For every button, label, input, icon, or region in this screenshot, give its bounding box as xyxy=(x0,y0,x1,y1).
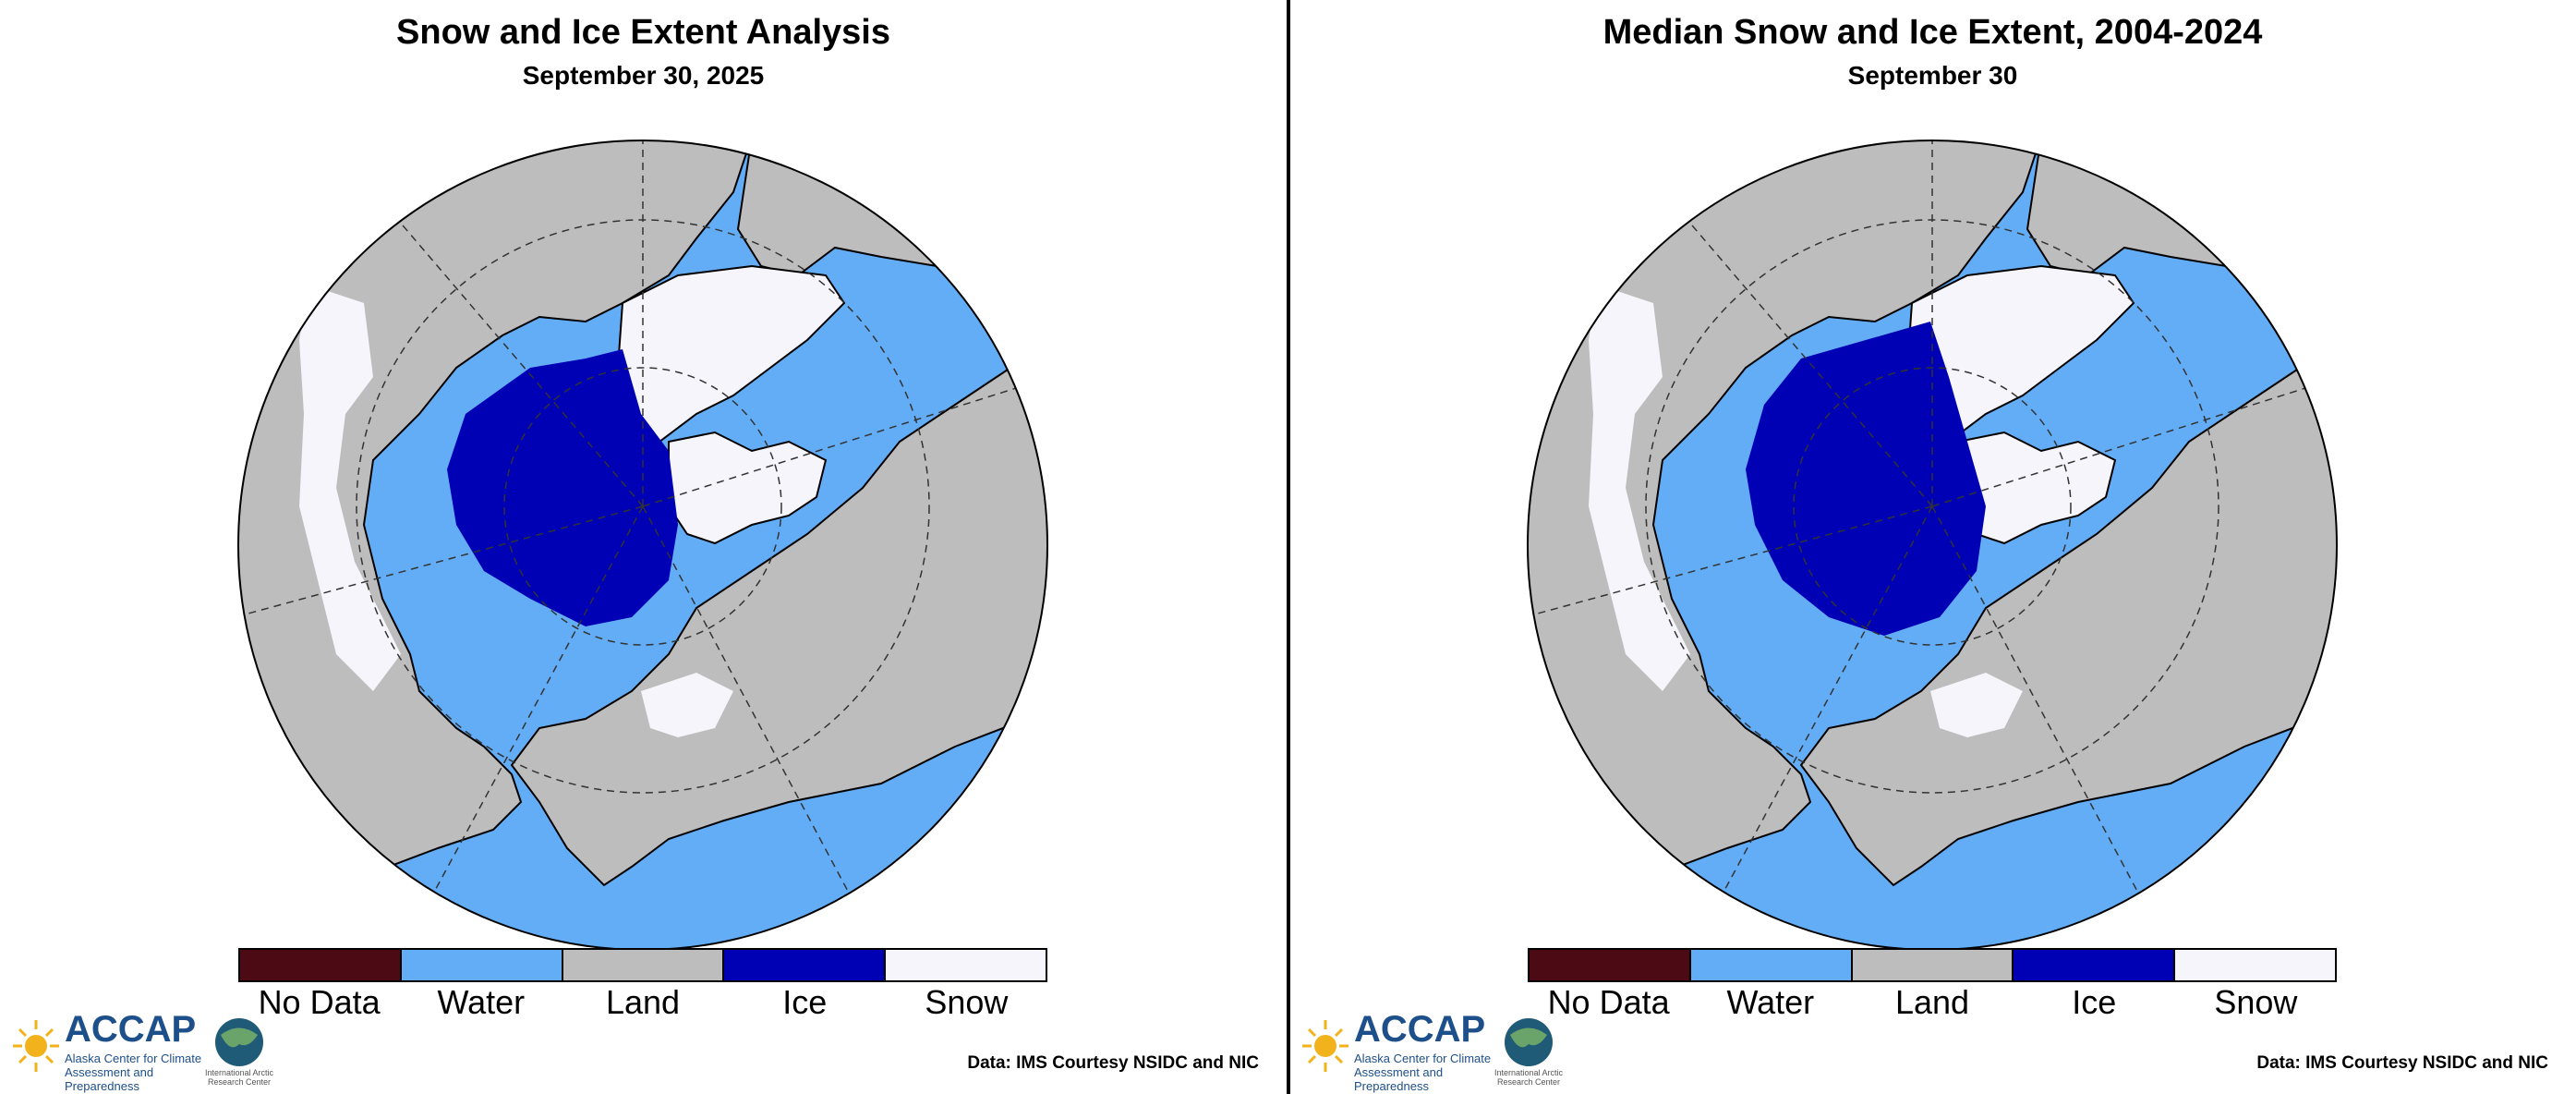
logo-subtitle: Alaska Center for Climate Assessment and… xyxy=(1354,1051,1492,1093)
legend-label-snow: Snow xyxy=(925,983,1009,1021)
legend-label-no-data: No Data xyxy=(258,983,381,1021)
legend-label-ice: Ice xyxy=(2072,983,2117,1021)
snow-alaska xyxy=(641,673,733,737)
snow-siberia xyxy=(299,285,401,691)
legend-swatch-ice xyxy=(724,950,887,980)
legend-swatch-snow xyxy=(2175,950,2335,980)
map-title: Median Snow and Ice Extent, 2004-2024 xyxy=(1602,13,2263,52)
legend-label-ice: Ice xyxy=(782,983,828,1021)
snow-alaska xyxy=(1930,673,2023,737)
data-credit: Data: IMS Courtesy NSIDC and NIC xyxy=(2256,1053,2548,1073)
legend-label-no-data: No Data xyxy=(1547,983,1670,1021)
legend-swatch-ice xyxy=(2014,950,2176,980)
legend-label-water: Water xyxy=(437,983,526,1021)
legend-labels: No Data Water Land Ice Snow xyxy=(238,983,1047,1022)
land-north-america xyxy=(1799,347,2337,887)
accap-logo: ACCAP Alaska Center for Climate Assessme… xyxy=(1302,1009,1561,1093)
logo-name: ACCAP xyxy=(65,1009,197,1050)
legend-label-land: Land xyxy=(1894,983,1970,1021)
legend-swatch-water xyxy=(401,950,563,980)
land-arctic-islands xyxy=(668,431,828,545)
sea-ice xyxy=(1746,322,1986,636)
map-subtitle: September 30, 2025 xyxy=(522,61,765,90)
globe-icon xyxy=(1505,1018,1553,1066)
polar-map xyxy=(237,140,1048,951)
sun-icon xyxy=(13,1020,59,1072)
legend-label-water: Water xyxy=(1726,983,1815,1021)
iarc-logo: International Arctic Research Center xyxy=(1487,1016,1570,1090)
logo-name: ACCAP xyxy=(1354,1009,1486,1050)
snow-siberia xyxy=(1589,285,1690,691)
legend-swatch-water xyxy=(1690,950,1853,980)
legend-swatch-snow xyxy=(886,950,1046,980)
map-subtitle: September 30 xyxy=(1847,61,2018,90)
accap-logo: ACCAP Alaska Center for Climate Assessme… xyxy=(13,1009,272,1093)
legend-swatch-no-data xyxy=(1530,950,1691,980)
sea-ice xyxy=(447,349,678,626)
legend-colorbar xyxy=(238,948,1047,982)
legend-swatch-land xyxy=(1852,950,2014,980)
legend-label-snow: Snow xyxy=(2214,983,2298,1021)
polar-map xyxy=(1527,140,2338,951)
sun-icon xyxy=(1302,1020,1348,1072)
iarc-text: International Arctic Research Center xyxy=(1494,1068,1564,1087)
iarc-text: International Arctic Research Center xyxy=(204,1068,274,1087)
land-north-america xyxy=(510,347,1047,887)
map-panel-median: Median Snow and Ice Extent, 2004-2024 Se… xyxy=(1289,0,2576,1094)
legend-swatch-land xyxy=(562,950,725,980)
panel-divider xyxy=(1287,0,1290,1094)
graticule xyxy=(1528,140,2337,950)
map-title: Snow and Ice Extent Analysis xyxy=(396,13,890,52)
legend-colorbar xyxy=(1528,948,2337,982)
map-panel-current: Snow and Ice Extent Analysis September 3… xyxy=(0,0,1287,1094)
data-credit: Data: IMS Courtesy NSIDC and NIC xyxy=(967,1053,1259,1073)
legend-label-land: Land xyxy=(605,983,681,1021)
globe-icon xyxy=(215,1018,263,1066)
legend-swatch-no-data xyxy=(240,950,402,980)
iarc-logo: International Arctic Research Center xyxy=(198,1016,281,1090)
logo-subtitle: Alaska Center for Climate Assessment and… xyxy=(65,1051,202,1093)
legend-labels: No Data Water Land Ice Snow xyxy=(1528,983,2337,1022)
